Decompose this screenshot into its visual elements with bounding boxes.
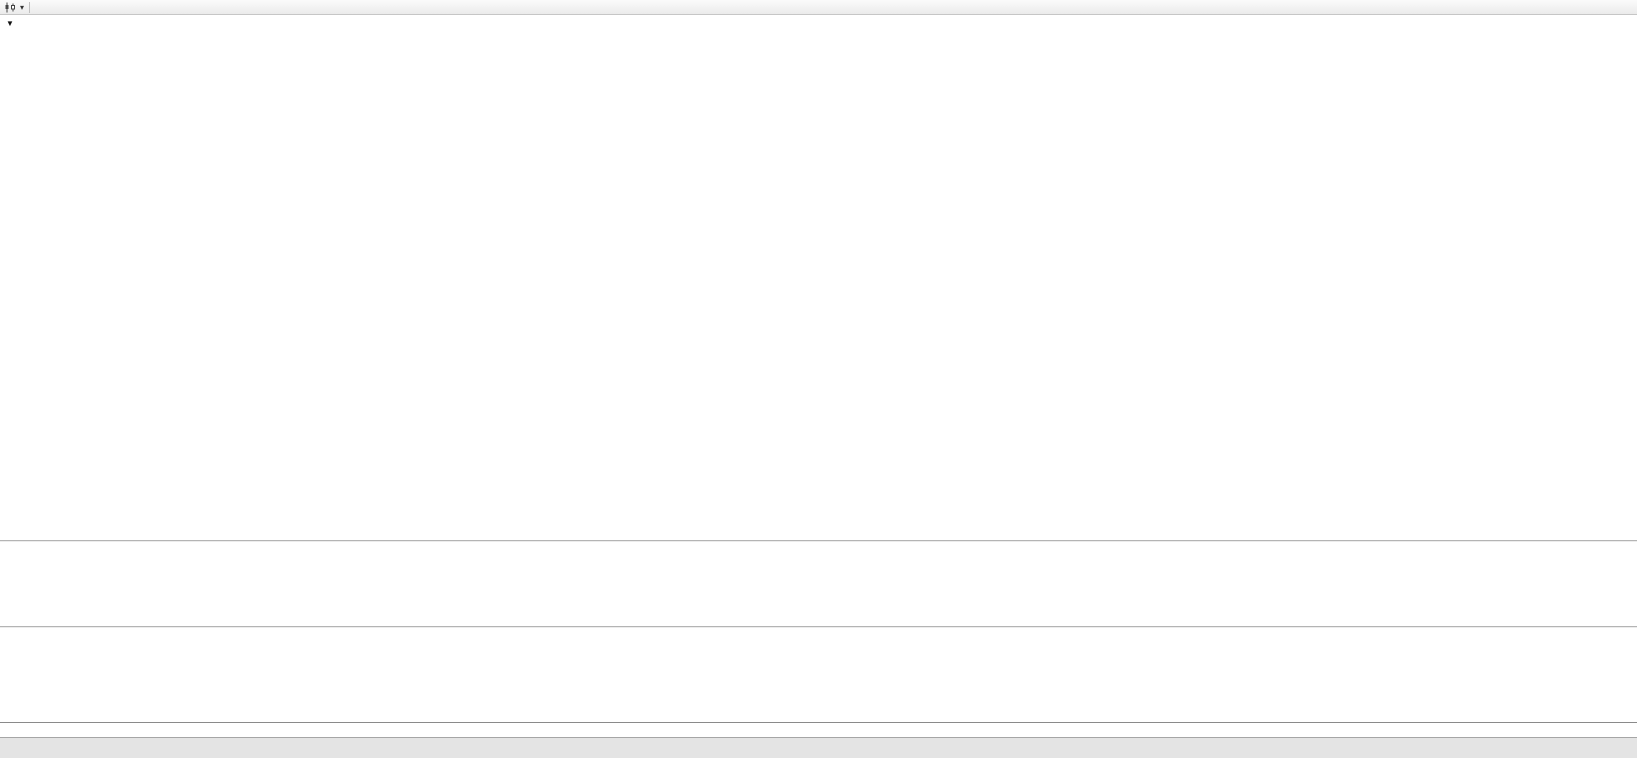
chart-type-caret-icon[interactable]: ▾ <box>20 2 25 12</box>
price-pane[interactable] <box>0 15 1637 540</box>
toolbar: ▾ <box>0 0 1637 15</box>
macd-indicator-label <box>6 631 24 643</box>
chart-title: ▼ <box>6 19 46 28</box>
chart-window: ▼ <box>0 15 1637 737</box>
rsi-pane[interactable] <box>0 542 1637 626</box>
macd-pane[interactable] <box>0 628 1637 722</box>
rsi-indicator-label <box>6 545 18 557</box>
toolbar-separator <box>29 1 31 13</box>
chart-tab-bar <box>0 737 1637 758</box>
pane-separator[interactable] <box>0 626 1637 628</box>
time-axis[interactable] <box>0 722 1637 737</box>
pane-separator[interactable] <box>0 540 1637 542</box>
candlestick-chart-icon[interactable] <box>3 1 18 14</box>
one-click-trading-arrow[interactable]: ▼ <box>6 19 14 28</box>
